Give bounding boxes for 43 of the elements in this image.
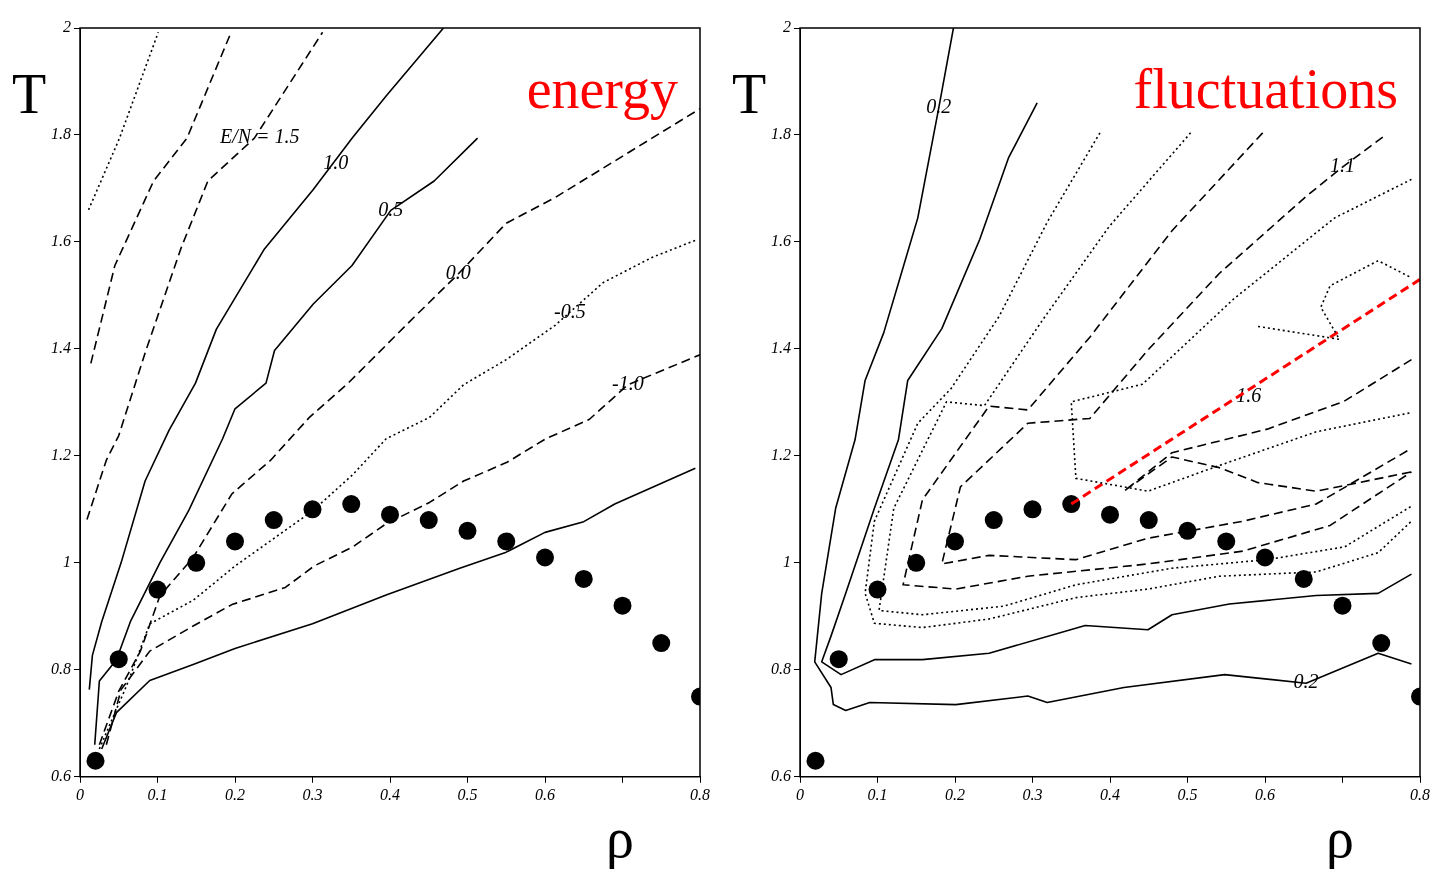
annotation: -1.0 — [612, 372, 644, 394]
y-tick-label: 2 — [783, 18, 791, 36]
x-tick-label: 0.1 — [867, 785, 888, 803]
x-tick-label: 0.3 — [302, 785, 323, 803]
y-tick-label: 1.8 — [771, 125, 791, 143]
y-axis-title: T — [12, 63, 47, 125]
x-tick-label: 0.3 — [1022, 785, 1043, 803]
y-tick-label: 1.2 — [771, 446, 791, 464]
x-tick-label: 0.2 — [945, 785, 965, 803]
y-tick-label: 1 — [783, 553, 791, 571]
x-axis-title: ρ — [606, 806, 634, 869]
x-tick-label: 0.8 — [1410, 785, 1430, 803]
x-tick-label: 0 — [796, 785, 804, 803]
annotation: 0.0 — [445, 261, 471, 284]
y-tick-label: 1.8 — [51, 125, 71, 143]
y-tick-label: 0.6 — [51, 767, 71, 784]
x-tick-label: 0 — [76, 785, 84, 803]
text: energy — [526, 58, 678, 120]
x-tick-label: 0.5 — [1177, 785, 1198, 803]
x-tick-label: 0.1 — [147, 785, 168, 803]
x-tick-label: 0.4 — [380, 785, 400, 803]
annotation: 1.1 — [1330, 154, 1355, 177]
y-tick-label: 1 — [63, 553, 71, 571]
x-tick-label: 0.6 — [1255, 785, 1275, 803]
y-axis-title: T — [732, 63, 767, 125]
x-axis-title: ρ — [1326, 806, 1354, 869]
y-tick-label: 0.8 — [51, 660, 71, 678]
x-tick-label: 0.6 — [535, 785, 555, 803]
y-tick-label: 1.6 — [771, 232, 791, 250]
y-tick-label: 2 — [63, 18, 71, 36]
y-tick-label: 0.6 — [771, 767, 791, 784]
annotation: -0.5 — [553, 299, 586, 322]
x-tick-label: 0.5 — [457, 785, 478, 803]
y-tick-label: 0.8 — [771, 660, 791, 678]
y-tick-label: 1.2 — [51, 446, 71, 464]
annotation: E/N = 1.5 — [219, 125, 300, 148]
x-tick-label: 0.8 — [690, 785, 710, 803]
x-tick-label: 0.2 — [225, 785, 245, 803]
text: fluctuations — [1133, 58, 1398, 120]
y-tick-label: 1.4 — [771, 339, 791, 357]
y-tick-label: 1.4 — [51, 339, 71, 357]
x-tick-label: 0.4 — [1100, 785, 1120, 803]
y-tick-label: 1.6 — [51, 232, 71, 250]
